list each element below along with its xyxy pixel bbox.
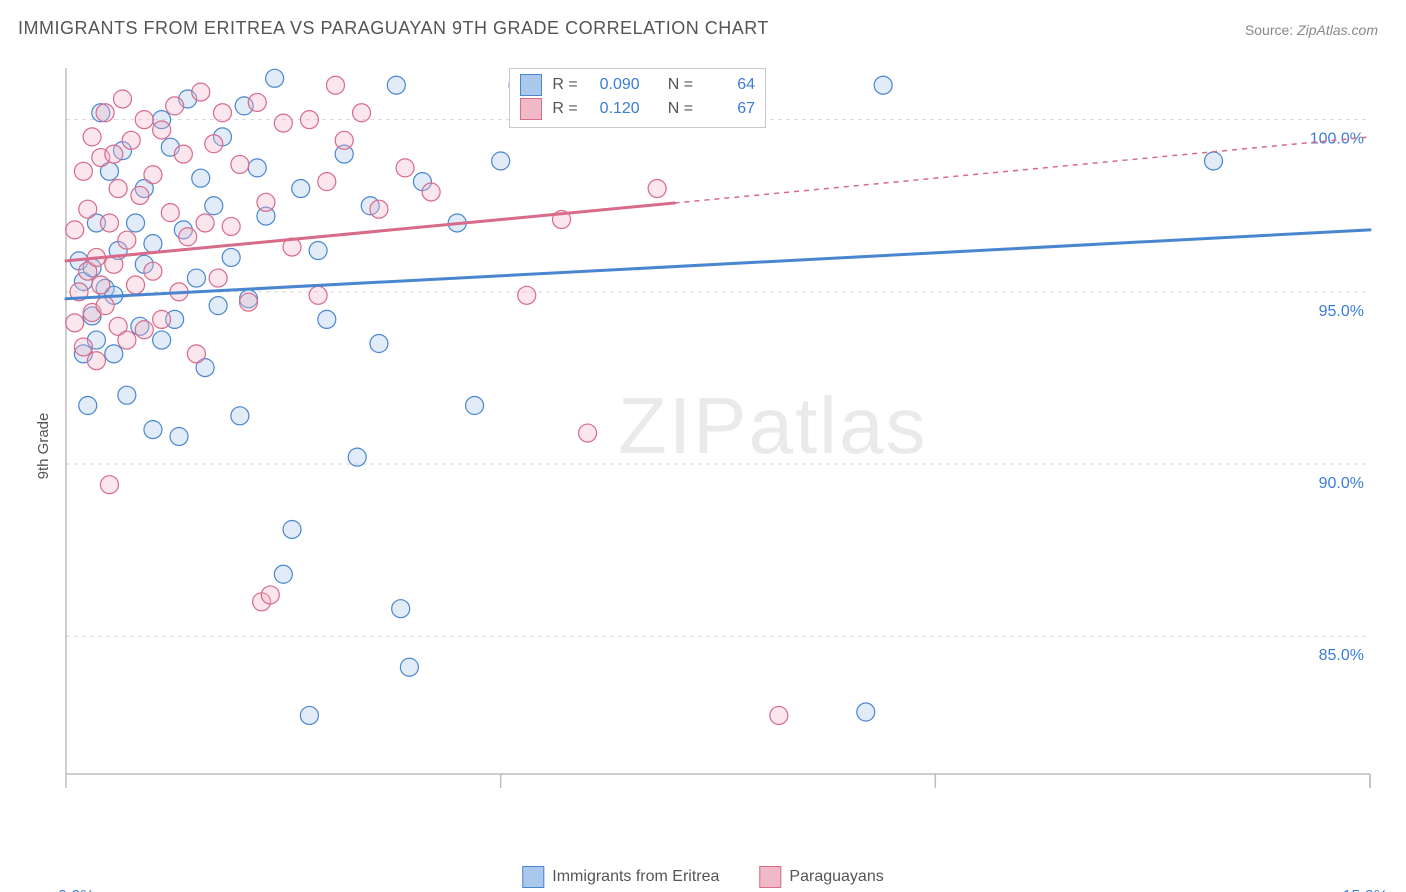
chart-title: IMMIGRANTS FROM ERITREA VS PARAGUAYAN 9T… [18, 18, 769, 39]
svg-text:100.0%: 100.0% [1310, 131, 1364, 148]
stat-legend-row: R = 0.120 N = 67 [520, 97, 755, 121]
series-legend-label: Immigrants from Eritrea [552, 868, 719, 886]
x-tick-min: 0.0% [58, 888, 94, 892]
stat-legend-box: R = 0.090 N = 64 R = 0.120 N = 67 [509, 68, 766, 128]
source-label: Source: [1245, 22, 1293, 38]
series-legend-item: Immigrants from Eritrea [522, 866, 719, 888]
y-axis-label: 9th Grade [35, 413, 52, 480]
stat-n-value: 67 [703, 97, 755, 121]
stat-n-label: N = [668, 73, 693, 97]
legend-swatch-icon [520, 74, 542, 96]
source-attribution: Source: ZipAtlas.com [1245, 22, 1378, 38]
legend-swatch-icon [759, 866, 781, 888]
stat-legend-row: R = 0.090 N = 64 [520, 73, 755, 97]
stat-r-value: 0.120 [588, 97, 640, 121]
stat-r-label: R = [552, 97, 577, 121]
svg-text:85.0%: 85.0% [1319, 647, 1364, 664]
stat-n-value: 64 [703, 73, 755, 97]
stat-r-value: 0.090 [588, 73, 640, 97]
plot-area: 85.0%90.0%95.0%100.0% ZIPatlas R =0.090N… [58, 60, 1388, 820]
series-legend-item: Paraguayans [759, 866, 883, 888]
legend-swatch-icon [522, 866, 544, 888]
legend-swatch-icon [520, 98, 542, 120]
stat-n-label: N = [668, 97, 693, 121]
series-legend: Immigrants from Eritrea Paraguayans [522, 866, 883, 888]
series-legend-label: Paraguayans [789, 868, 883, 886]
svg-text:95.0%: 95.0% [1319, 303, 1364, 320]
chart-container: IMMIGRANTS FROM ERITREA VS PARAGUAYAN 9T… [0, 0, 1406, 892]
stat-r-label: R = [552, 73, 577, 97]
source-value: ZipAtlas.com [1297, 22, 1378, 38]
svg-text:90.0%: 90.0% [1319, 475, 1364, 492]
chart-svg: 85.0% 90.0% 95.0% 100.0% [58, 60, 1388, 820]
x-tick-max: 15.0% [1343, 888, 1388, 892]
